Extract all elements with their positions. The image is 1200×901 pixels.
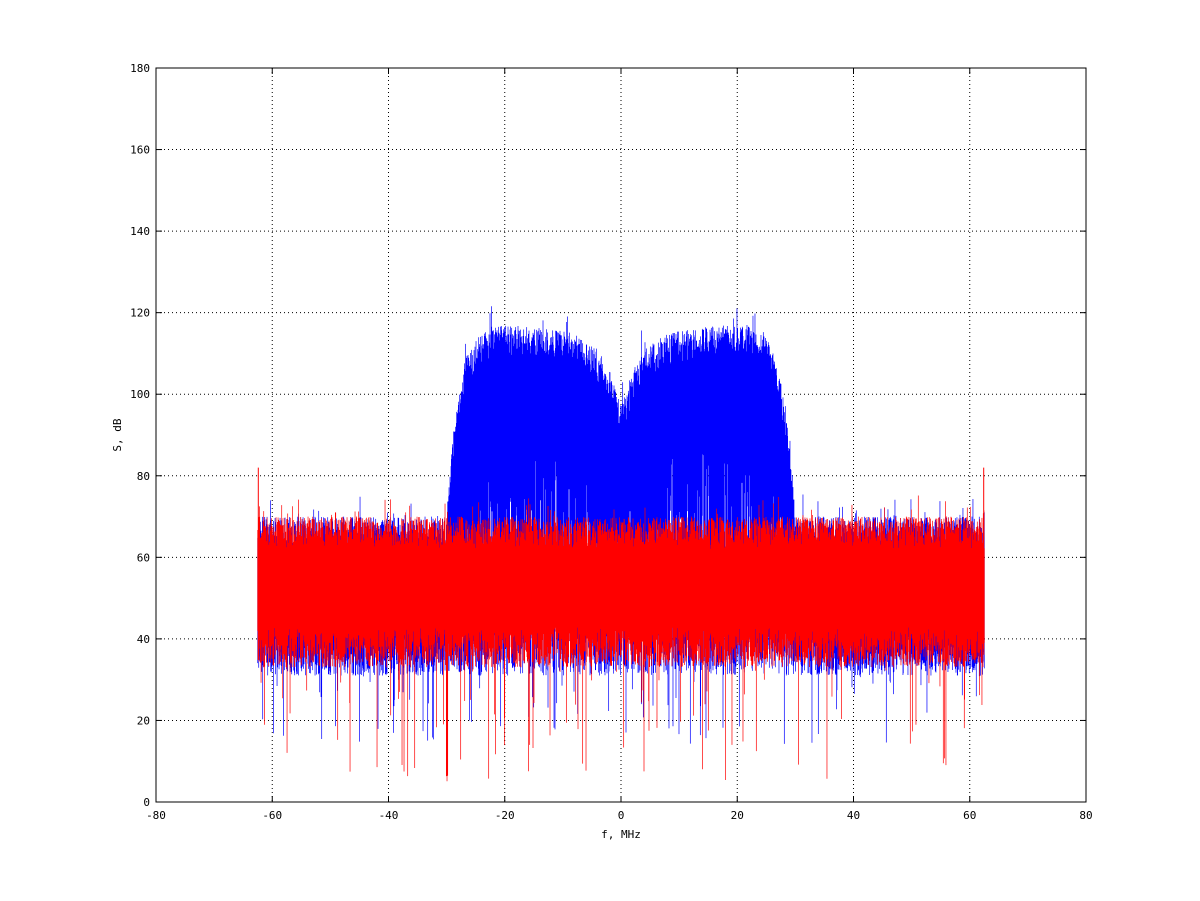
x-tick-label: -20 [495, 809, 515, 822]
y-tick-label: 40 [137, 633, 150, 646]
y-tick-label: 60 [137, 551, 150, 564]
x-tick-label: -40 [379, 809, 399, 822]
y-tick-label: 100 [130, 388, 150, 401]
axis-ticks: -80 -60 -40 -20 0 20 40 60 80 0 20 40 60 80 100 120 140 1… [130, 62, 1093, 822]
y-tick-label: 80 [137, 470, 150, 483]
y-axis-label: S, dB [111, 418, 124, 451]
y-tick-label: 120 [130, 307, 150, 320]
x-tick-label: 0 [618, 809, 625, 822]
x-tick-label: -80 [146, 809, 166, 822]
x-tick-label: 80 [1079, 809, 1092, 822]
plot-series [257, 306, 985, 782]
y-tick-label: 160 [130, 144, 150, 157]
series-2-spectrum [257, 495, 985, 782]
x-axis-label: f, MHz [601, 828, 641, 841]
x-tick-label: 20 [731, 809, 744, 822]
y-tick-label: 140 [130, 225, 150, 238]
x-tick-label: 60 [963, 809, 976, 822]
y-tick-label: 0 [143, 796, 150, 809]
y-tick-label: 180 [130, 62, 150, 75]
x-tick-label: 40 [847, 809, 860, 822]
x-tick-label: -60 [262, 809, 282, 822]
series-2 [257, 467, 985, 782]
y-tick-label: 20 [137, 714, 150, 727]
